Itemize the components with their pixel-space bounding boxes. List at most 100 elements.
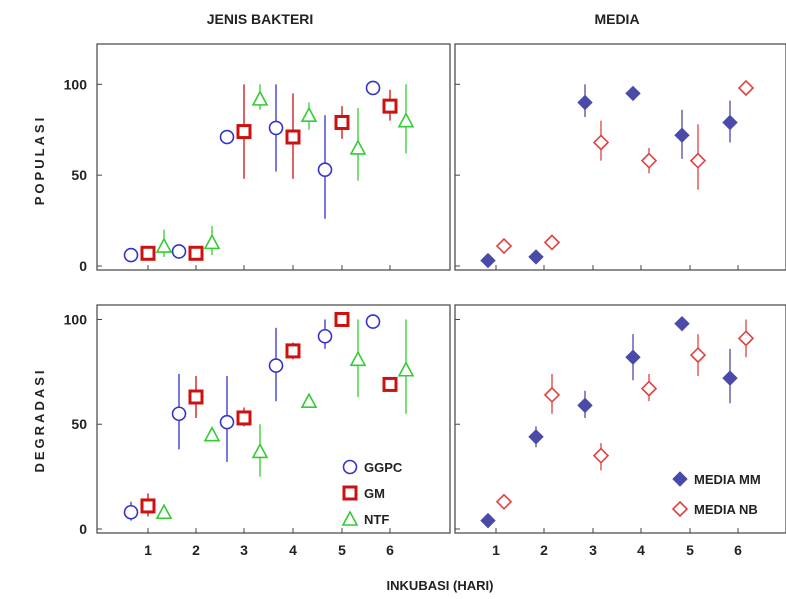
data-point xyxy=(285,343,301,359)
data-point xyxy=(268,120,284,136)
data-point xyxy=(123,247,139,263)
data-point xyxy=(577,94,593,111)
x-tick-label: 2 xyxy=(192,542,200,558)
data-point xyxy=(625,85,641,102)
y-tick-label: 100 xyxy=(64,311,88,327)
column-title-jenis-bakteri: JENIS BAKTERI xyxy=(207,11,314,27)
data-point xyxy=(219,129,235,145)
legend-marker xyxy=(671,500,689,518)
column-title-media: MEDIA xyxy=(594,11,639,27)
data-point xyxy=(285,129,301,145)
y-tick-label: 0 xyxy=(79,258,87,274)
panel-top-right xyxy=(454,43,786,271)
series-media-mm xyxy=(480,315,738,529)
panel-bottom-right: 1 2 3 4 5 6 MEDIA MM MEDIA NB xyxy=(454,304,786,558)
legend: MEDIA MM MEDIA NB xyxy=(671,471,761,518)
data-point xyxy=(722,370,738,386)
data-point xyxy=(495,493,513,510)
series-media-mm xyxy=(480,84,738,269)
x-tick-label: 4 xyxy=(289,542,297,558)
series-gm xyxy=(140,311,398,517)
data-point xyxy=(349,139,367,155)
x-tick-label: 5 xyxy=(338,542,346,558)
legend-label: GM xyxy=(364,486,385,501)
data-point xyxy=(592,447,610,464)
panel-frame xyxy=(96,304,451,534)
row-title-populasi: POPULASI xyxy=(32,115,47,205)
panel-top-left: 0 50 100 xyxy=(64,43,451,274)
data-point xyxy=(155,237,173,253)
data-point xyxy=(251,90,269,106)
data-point xyxy=(171,244,187,259)
data-point xyxy=(577,397,593,414)
x-axis-label: INKUBASI (HARI) xyxy=(387,578,494,593)
data-point xyxy=(528,249,544,265)
series-media-nb xyxy=(495,79,755,255)
x-tick-label: 3 xyxy=(240,542,248,558)
data-point xyxy=(674,127,690,143)
data-point xyxy=(171,406,187,422)
series-media-nb xyxy=(495,319,755,510)
series-ggpc xyxy=(123,314,381,521)
data-point xyxy=(203,233,221,250)
legend-label: MEDIA MM xyxy=(694,472,761,487)
panel-bottom-left: 1 2 3 4 5 6 0 50 100 GGPC GM NTF xyxy=(64,304,451,558)
series-ggpc xyxy=(123,80,381,263)
data-point xyxy=(188,389,204,405)
x-tick-label: 6 xyxy=(734,542,742,558)
legend-marker xyxy=(341,510,359,526)
data-point xyxy=(382,98,398,114)
panel-frame xyxy=(96,43,451,271)
y-tick-label: 50 xyxy=(71,416,87,432)
x-tick-label: 5 xyxy=(686,542,694,558)
x-tick-label: 1 xyxy=(492,542,500,558)
data-point xyxy=(592,134,610,151)
legend-marker xyxy=(672,471,688,487)
x-tick-label: 2 xyxy=(540,542,548,558)
row-title-degradasi: DEGRADASI xyxy=(32,367,47,472)
data-point xyxy=(365,314,381,329)
data-point xyxy=(251,442,269,459)
legend-marker xyxy=(342,459,358,475)
data-point xyxy=(640,152,658,169)
data-point xyxy=(382,376,398,392)
data-point xyxy=(689,152,707,169)
data-point xyxy=(349,350,367,367)
series-gm xyxy=(140,84,398,261)
data-point xyxy=(203,426,221,442)
data-point xyxy=(689,346,707,364)
data-point xyxy=(155,503,173,520)
data-point xyxy=(737,79,755,97)
y-tick-label: 100 xyxy=(64,76,88,92)
data-point xyxy=(334,311,350,327)
series-ntf xyxy=(155,319,415,520)
legend-marker xyxy=(342,485,358,501)
x-tick-label: 1 xyxy=(144,542,152,558)
data-point xyxy=(397,111,415,128)
data-point xyxy=(140,498,156,514)
x-tick-label: 6 xyxy=(386,542,394,558)
data-point xyxy=(495,237,513,255)
data-point xyxy=(317,328,333,344)
data-point xyxy=(625,349,641,365)
data-point xyxy=(268,358,284,373)
y-tick-label: 0 xyxy=(79,521,87,537)
data-point xyxy=(480,512,496,529)
data-point xyxy=(236,124,252,140)
data-point xyxy=(123,504,139,520)
data-point xyxy=(236,410,252,426)
legend-label: NTF xyxy=(364,512,389,527)
data-point xyxy=(334,114,350,130)
panel-frame xyxy=(454,43,786,271)
y-tick-label: 50 xyxy=(71,167,87,183)
data-point xyxy=(300,106,318,123)
legend-label: GGPC xyxy=(364,460,403,475)
panel-frame xyxy=(454,304,786,534)
x-tick-label: 3 xyxy=(589,542,597,558)
data-point xyxy=(188,245,204,261)
data-point xyxy=(300,392,318,408)
data-point xyxy=(543,234,561,251)
data-point xyxy=(737,330,755,347)
legend-label: MEDIA NB xyxy=(694,502,758,517)
